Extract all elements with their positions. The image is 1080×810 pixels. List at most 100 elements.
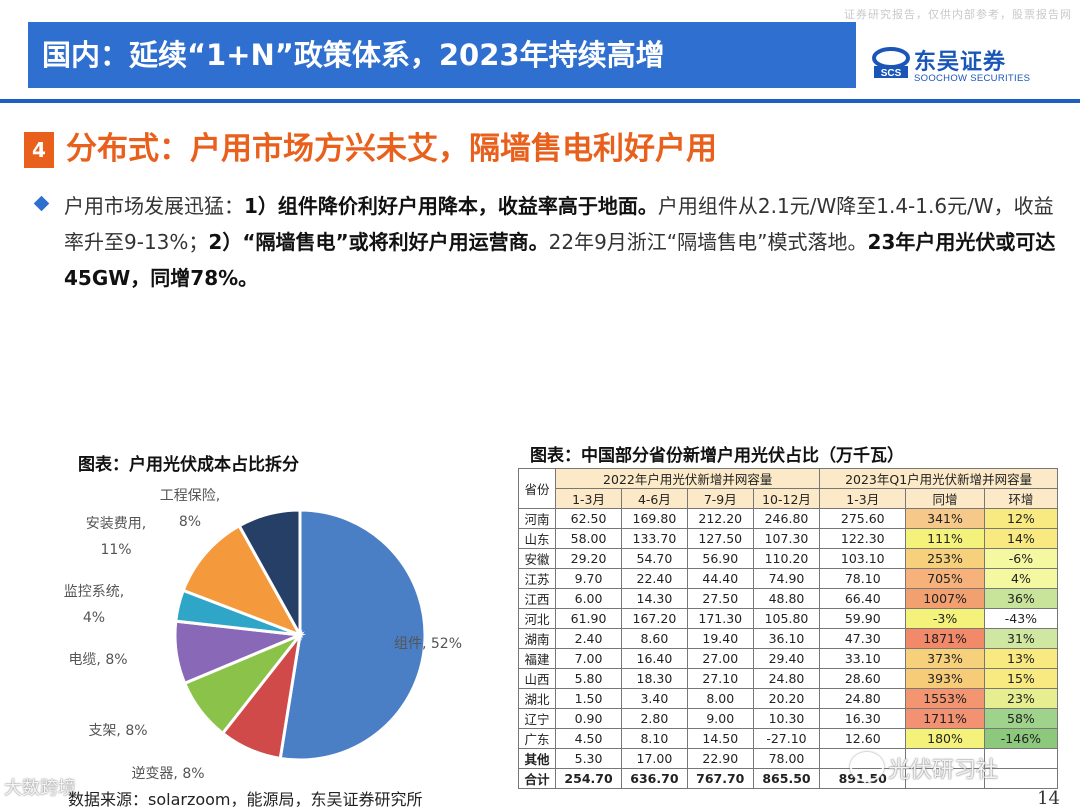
page-number: 14 (1037, 788, 1060, 809)
value-cell: 23% (983, 688, 1059, 709)
value-cell: 8.60 (620, 628, 688, 649)
value-cell: 62.50 (555, 508, 622, 529)
value-cell: 48.80 (752, 588, 821, 609)
value-cell: 167.20 (620, 608, 688, 629)
value-cell: -146% (983, 728, 1059, 749)
logo-subtitle: SOOCHOW SECURITIES (914, 73, 1031, 84)
province-cell: 湖北 (517, 688, 557, 709)
bullet-part-4: 2）“隔墙售电”或将利好户用运营商。 (208, 230, 549, 254)
diamond-bullet-icon (33, 195, 50, 212)
header-col-4: 1-3月 (819, 488, 907, 509)
value-cell: 1.50 (555, 688, 622, 709)
value-cell: 59.90 (819, 608, 907, 629)
value-cell: 865.50 (752, 768, 821, 789)
company-logo: SCS 东吴证券 SOOCHOW SECURITIES (872, 44, 1032, 88)
value-cell: 10.30 (752, 708, 821, 729)
value-cell: 2.80 (620, 708, 688, 729)
bullet-part-6: 23年户用光伏或可达45GW，同增78%。 (64, 230, 1056, 290)
data-source: 数据来源：solarzoom，能源局，东吴证券研究所 (68, 790, 423, 809)
value-cell: 13% (983, 648, 1059, 669)
pie-slice-label: 支架, 8% (88, 723, 147, 739)
bullet-part-3: 户用组件从2.1元/W降至1.4-1.6元/W，收益率升至9-13%； (64, 194, 1054, 254)
value-cell: 27.50 (686, 588, 754, 609)
value-cell: 169.80 (620, 508, 688, 529)
province-cell: 湖南 (517, 628, 557, 649)
bullet-part-5: 22年9月浙江“隔墙售电”模式落地。 (548, 230, 868, 254)
table-row: 河南 62.50 169.80 212.20 246.80 275.60 341% 12% (517, 508, 1059, 529)
value-cell: 373% (905, 648, 985, 669)
province-cell: 合计 (517, 768, 557, 789)
value-cell: 27.10 (686, 668, 754, 689)
value-cell: 767.70 (686, 768, 754, 789)
value-cell: 212.20 (686, 508, 754, 529)
value-cell: 15% (983, 668, 1059, 689)
value-cell: 110.20 (752, 548, 821, 569)
pie-chart: 组件, 52% 逆变器, 8% 支架, 8% 电缆, 8% 监控系统, 4% 安装费用, 11… (64, 488, 462, 782)
pie-slice-label: 安装费用, 11% (86, 516, 146, 558)
value-cell: 54.70 (620, 548, 688, 569)
province-cell: 山东 (517, 528, 557, 549)
value-cell (983, 768, 1059, 789)
pie-slice-label: 电缆, 8% (68, 652, 127, 668)
header-province: 省份 (517, 468, 557, 509)
value-cell: 105.80 (752, 608, 821, 629)
value-cell: 74.90 (752, 568, 821, 589)
watermark-right: 光伏研习社 (850, 752, 998, 784)
bullet-part-2: 1）组件降价利好户用降本，收益率高于地面。 (244, 194, 658, 218)
pie-slice (237, 508, 302, 641)
value-cell: 56.90 (686, 548, 754, 569)
value-cell: 1553% (905, 688, 985, 709)
value-cell: 393% (905, 668, 985, 689)
province-cell: 河南 (517, 508, 557, 529)
pie-slice (278, 508, 427, 762)
scs-logo-icon: SCS (872, 47, 910, 79)
value-cell: 28.60 (819, 668, 907, 689)
value-cell: 1007% (905, 588, 985, 609)
province-cell: 其他 (517, 748, 557, 769)
page-title: 国内：延续“1+N”政策体系，2023年持续高增 (28, 22, 856, 88)
value-cell: 636.70 (620, 768, 688, 789)
value-cell: 20.20 (752, 688, 821, 709)
value-cell: 122.30 (819, 528, 907, 549)
pie-slice-label: 监控系统, 4% (64, 584, 124, 626)
disclaimer-text: 证券研究报告，仅供内部参考，股票报告网 (844, 8, 1072, 21)
value-cell: 253% (905, 548, 985, 569)
value-cell: 78.00 (752, 748, 821, 769)
value-cell: 61.90 (555, 608, 622, 629)
value-cell: 171.30 (686, 608, 754, 629)
value-cell: 78.10 (819, 568, 907, 589)
watermark-left: 大数跨境 (4, 778, 76, 799)
province-cell: 安徽 (517, 548, 557, 569)
value-cell: -6% (983, 548, 1059, 569)
value-cell: 24.80 (752, 668, 821, 689)
province-cell: 辽宁 (517, 708, 557, 729)
province-capacity-table: 省份 2022年户用光伏新增并网容量 2023年Q1户用光伏新增并网容量 1-3… (517, 468, 1059, 789)
value-cell: 66.40 (819, 588, 907, 609)
header-col-2: 7-9月 (686, 488, 754, 509)
value-cell: 107.30 (752, 528, 821, 549)
value-cell: 14% (983, 528, 1059, 549)
bullet-paragraph: 户用市场发展迅猛：1）组件降价利好户用降本，收益率高于地面。户用组件从2.1元/… (64, 188, 1064, 296)
table-row: 山西 5.80 18.30 27.10 24.80 28.60 393% 15% (517, 668, 1059, 689)
value-cell: 29.20 (555, 548, 622, 569)
province-cell: 山西 (517, 668, 557, 689)
header-col-6: 环增 (983, 488, 1059, 509)
value-cell: 705% (905, 568, 985, 589)
value-cell: 22.40 (620, 568, 688, 589)
section-number-badge: 4 (24, 132, 54, 168)
value-cell: 12.60 (819, 728, 907, 749)
province-cell: 福建 (517, 648, 557, 669)
value-cell: 31% (983, 628, 1059, 649)
province-cell: 江西 (517, 588, 557, 609)
header-divider (0, 99, 1080, 103)
pie-slice-label: 工程保险, 8% (160, 488, 220, 530)
value-cell: -3% (905, 608, 985, 629)
header-col-1: 4-6月 (620, 488, 688, 509)
value-cell: 12% (983, 508, 1059, 529)
value-cell: 58% (983, 708, 1059, 729)
header-group-2023: 2023年Q1户用光伏新增并网容量 (819, 468, 1058, 489)
value-cell: 0.90 (555, 708, 622, 729)
value-cell: 36% (983, 588, 1059, 609)
value-cell: 36.10 (752, 628, 821, 649)
value-cell: 47.30 (819, 628, 907, 649)
